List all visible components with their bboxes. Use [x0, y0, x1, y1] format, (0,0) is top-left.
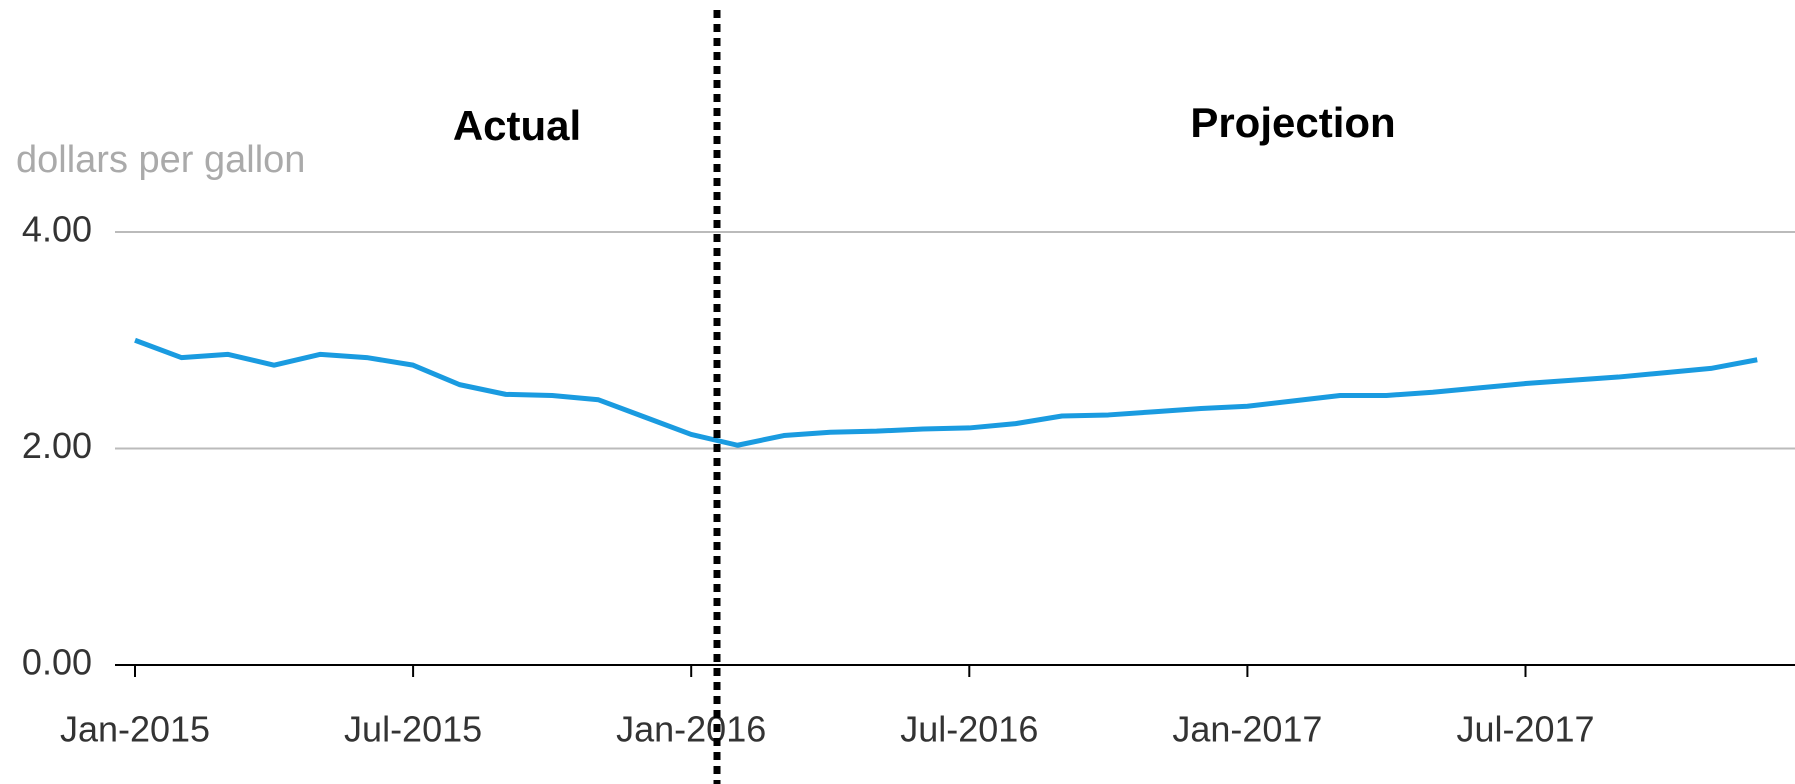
line-series — [134, 337, 1758, 448]
y-tick-label: 0.00 — [22, 642, 92, 683]
x-tick-label: Jul-2016 — [900, 709, 1038, 750]
x-tick-label: Jan-2016 — [616, 709, 766, 750]
annotation-projection: Projection — [1190, 99, 1395, 146]
x-tick-label: Jan-2015 — [60, 709, 210, 750]
y-tick-label: 4.00 — [22, 209, 92, 250]
y-axis-label: dollars per gallon — [16, 139, 305, 181]
x-tick-label: Jan-2017 — [1172, 709, 1322, 750]
x-tick-label: Jul-2017 — [1456, 709, 1594, 750]
x-tick-label: Jul-2015 — [344, 709, 482, 750]
annotation-actual: Actual — [453, 102, 581, 149]
y-tick-label: 2.00 — [22, 425, 92, 466]
